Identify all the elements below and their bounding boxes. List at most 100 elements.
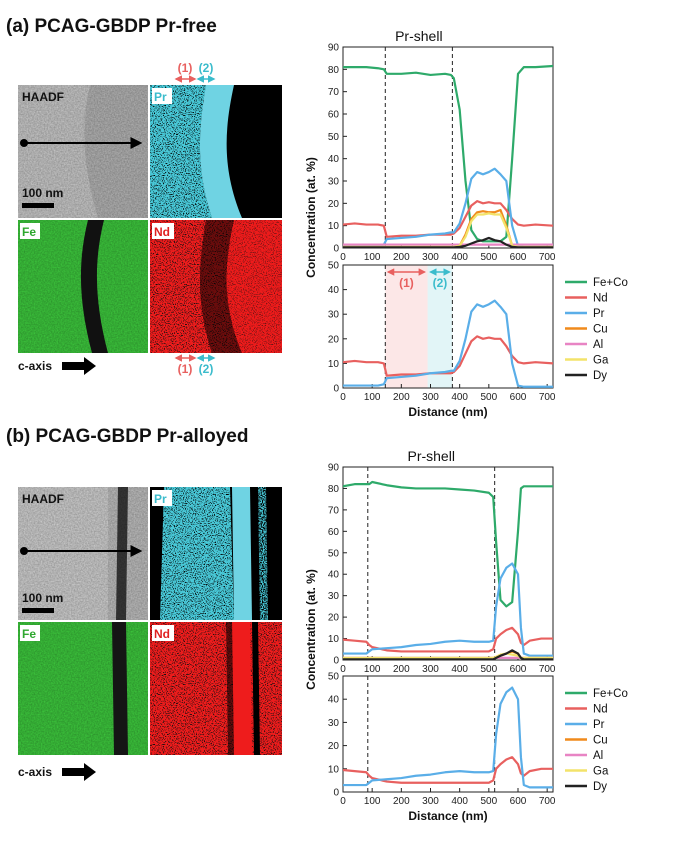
y-tick-label: 50 (328, 672, 340, 683)
x-tick-label: 700 (539, 664, 556, 675)
marker-label: (2) (199, 362, 214, 376)
map-label: Fe (22, 225, 36, 239)
x-tick-label: 0 (340, 796, 346, 807)
haadf-map (18, 487, 148, 620)
y-tick-label: 30 (328, 591, 340, 602)
map-label: Pr (154, 90, 167, 104)
y-tick-label: 90 (328, 43, 340, 54)
x-tick-label: 100 (364, 796, 381, 807)
x-tick-label: 600 (510, 796, 527, 807)
x-axis-label: Distance (nm) (408, 405, 487, 419)
shaded-region (385, 265, 428, 388)
map-label: Nd (154, 627, 170, 641)
axis-arrow-label: c-axis (18, 765, 52, 779)
y-tick-label: 50 (328, 132, 340, 143)
x-tick-label: 400 (451, 664, 468, 675)
map-label-bg (20, 625, 40, 641)
legend-label: Dy (593, 781, 607, 793)
x-tick-label: 500 (480, 252, 497, 263)
x-tick-label: 0 (340, 392, 346, 403)
y-axis-label: Concentration (at. %) (304, 157, 318, 278)
marker-label: (2) (199, 61, 214, 75)
x-tick-label: 700 (539, 392, 556, 403)
shaded-region (427, 265, 453, 388)
legend-label: Al (593, 750, 603, 762)
nd-map (150, 622, 282, 755)
map-label: HAADF (22, 90, 64, 104)
chart-title: Pr-shell (407, 448, 454, 464)
x-tick-label: 0 (340, 252, 346, 263)
data-line (343, 686, 553, 789)
data-line (343, 64, 553, 243)
data-line (343, 626, 553, 653)
x-tick-label: 300 (422, 392, 439, 403)
x-tick-label: 300 (422, 252, 439, 263)
x-tick-label: 700 (539, 252, 556, 263)
panel-title: (b) PCAG-GBDP Pr-alloyed (6, 426, 248, 447)
axis-arrow-label: c-axis (18, 359, 52, 373)
y-tick-label: 40 (328, 285, 340, 296)
map-label-bg (152, 625, 174, 641)
x-tick-label: 600 (510, 392, 527, 403)
data-line (343, 200, 553, 238)
haadf-map (18, 85, 148, 218)
legend-label: Fe+Co (593, 688, 628, 700)
scale-bar-label: 100 nm (22, 591, 63, 605)
map-label-bg (152, 223, 174, 239)
x-tick-label: 100 (364, 392, 381, 403)
data-line (343, 236, 553, 248)
map-label: Nd (154, 225, 170, 239)
legend-label: Nd (593, 293, 608, 305)
y-tick-label: 20 (328, 613, 340, 624)
y-tick-label: 30 (328, 310, 340, 321)
map-label: Fe (22, 627, 36, 641)
x-axis-label: Distance (nm) (408, 809, 487, 823)
y-tick-label: 20 (328, 199, 340, 210)
y-tick-label: 60 (328, 527, 340, 538)
y-tick-label: 10 (328, 634, 340, 645)
y-tick-label: 40 (328, 570, 340, 581)
y-tick-label: 30 (328, 177, 340, 188)
panel-title: (a) PCAG-GBDP Pr-free (6, 16, 217, 37)
data-line (343, 562, 553, 657)
marker-label: (1) (178, 61, 193, 75)
y-tick-label: 50 (328, 548, 340, 559)
legend-label: Cu (593, 735, 608, 747)
data-line (343, 649, 553, 660)
data-line (343, 299, 553, 388)
y-tick-label: 20 (328, 334, 340, 345)
axis-arrow (62, 763, 96, 781)
y-tick-label: 70 (328, 505, 340, 516)
y-tick-label: 10 (328, 359, 340, 370)
data-line (343, 756, 553, 784)
legend-label: Nd (593, 704, 608, 716)
x-tick-label: 200 (393, 252, 410, 263)
y-tick-label: 60 (328, 110, 340, 121)
x-tick-label: 0 (340, 664, 346, 675)
pr-map (150, 85, 282, 218)
axis-arrow (62, 357, 96, 375)
plot-frame (342, 675, 554, 793)
y-axis-label: Concentration (at. %) (304, 569, 318, 690)
region-label: (1) (399, 276, 414, 290)
fe-map (18, 220, 148, 353)
marker-label: (1) (178, 362, 193, 376)
y-tick-label: 40 (328, 695, 340, 706)
map-label: HAADF (22, 492, 64, 506)
legend-label: Dy (593, 370, 607, 382)
y-tick-label: 40 (328, 154, 340, 165)
legend-label: Pr (593, 308, 605, 320)
y-tick-label: 90 (328, 463, 340, 474)
y-tick-label: 10 (328, 764, 340, 775)
map-label-bg (20, 223, 40, 239)
y-tick-label: 10 (328, 221, 340, 232)
boundary-markers (174, 75, 216, 362)
legend-label: Ga (593, 355, 609, 367)
x-tick-label: 300 (422, 796, 439, 807)
y-tick-label: 20 (328, 741, 340, 752)
fe-map (18, 622, 148, 755)
y-tick-label: 0 (333, 788, 339, 799)
legend-label: Cu (593, 324, 608, 336)
